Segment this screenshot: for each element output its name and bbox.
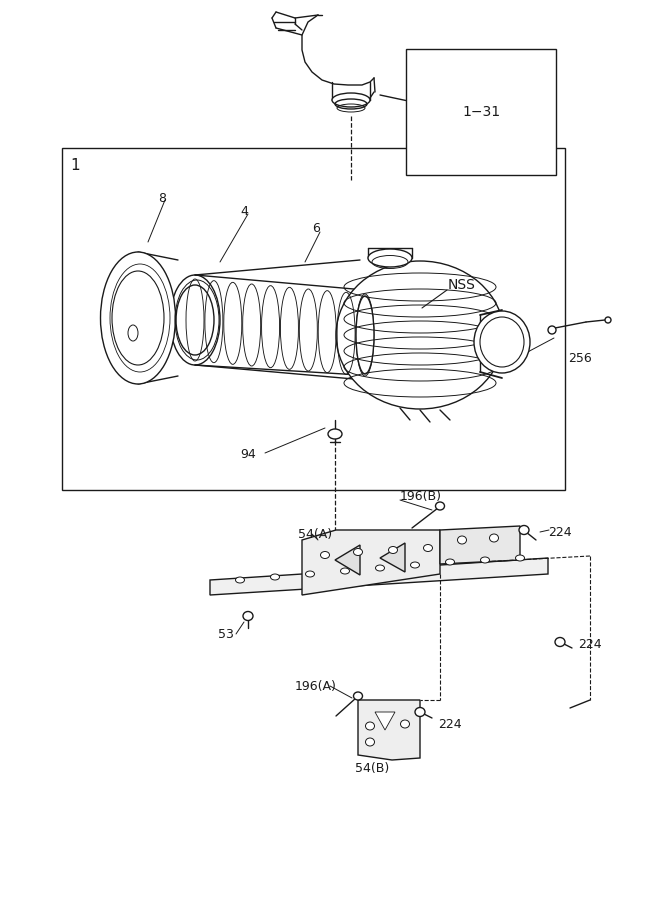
Ellipse shape — [458, 536, 466, 544]
Ellipse shape — [340, 568, 350, 574]
Ellipse shape — [336, 261, 504, 409]
Polygon shape — [375, 712, 395, 730]
Ellipse shape — [176, 285, 214, 355]
Ellipse shape — [170, 275, 220, 365]
Ellipse shape — [305, 571, 315, 577]
Ellipse shape — [271, 574, 279, 580]
Ellipse shape — [436, 502, 444, 510]
Text: 196(A): 196(A) — [295, 680, 337, 693]
Ellipse shape — [376, 565, 384, 571]
Polygon shape — [302, 530, 440, 595]
Text: 6: 6 — [312, 222, 320, 235]
Ellipse shape — [605, 317, 611, 323]
Ellipse shape — [321, 552, 329, 559]
Ellipse shape — [354, 548, 362, 555]
Ellipse shape — [332, 93, 370, 107]
Ellipse shape — [424, 544, 432, 552]
Ellipse shape — [400, 720, 410, 728]
Text: 196(B): 196(B) — [400, 490, 442, 503]
Text: 4: 4 — [240, 205, 248, 218]
Ellipse shape — [480, 557, 490, 563]
Polygon shape — [380, 543, 405, 572]
Text: NSS: NSS — [448, 278, 476, 292]
Polygon shape — [210, 558, 548, 595]
Text: 8: 8 — [158, 192, 166, 205]
Text: 54(A): 54(A) — [298, 528, 332, 541]
Ellipse shape — [410, 562, 420, 568]
Text: 224: 224 — [438, 718, 462, 731]
Polygon shape — [358, 700, 420, 760]
Ellipse shape — [356, 296, 374, 374]
Text: 224: 224 — [578, 638, 602, 651]
Text: 224: 224 — [548, 526, 572, 539]
Ellipse shape — [555, 637, 565, 646]
Text: 94: 94 — [240, 448, 255, 461]
Ellipse shape — [519, 526, 529, 535]
Polygon shape — [335, 545, 360, 575]
Ellipse shape — [328, 429, 342, 439]
Text: 1−31: 1−31 — [462, 105, 500, 119]
Ellipse shape — [446, 559, 454, 565]
Ellipse shape — [474, 311, 530, 373]
Text: 1: 1 — [70, 158, 79, 173]
Ellipse shape — [366, 722, 374, 730]
Ellipse shape — [366, 738, 374, 746]
Ellipse shape — [235, 577, 245, 583]
Ellipse shape — [548, 326, 556, 334]
Ellipse shape — [415, 707, 425, 716]
Ellipse shape — [490, 534, 498, 542]
Text: 53: 53 — [218, 628, 234, 641]
Bar — [62, 148, 565, 490]
Ellipse shape — [368, 249, 412, 267]
Ellipse shape — [101, 252, 175, 384]
Ellipse shape — [388, 546, 398, 554]
Ellipse shape — [243, 611, 253, 620]
Text: 256: 256 — [568, 352, 592, 365]
Polygon shape — [440, 526, 520, 564]
Text: 54(B): 54(B) — [355, 762, 390, 775]
Ellipse shape — [516, 555, 524, 561]
Ellipse shape — [354, 692, 362, 700]
